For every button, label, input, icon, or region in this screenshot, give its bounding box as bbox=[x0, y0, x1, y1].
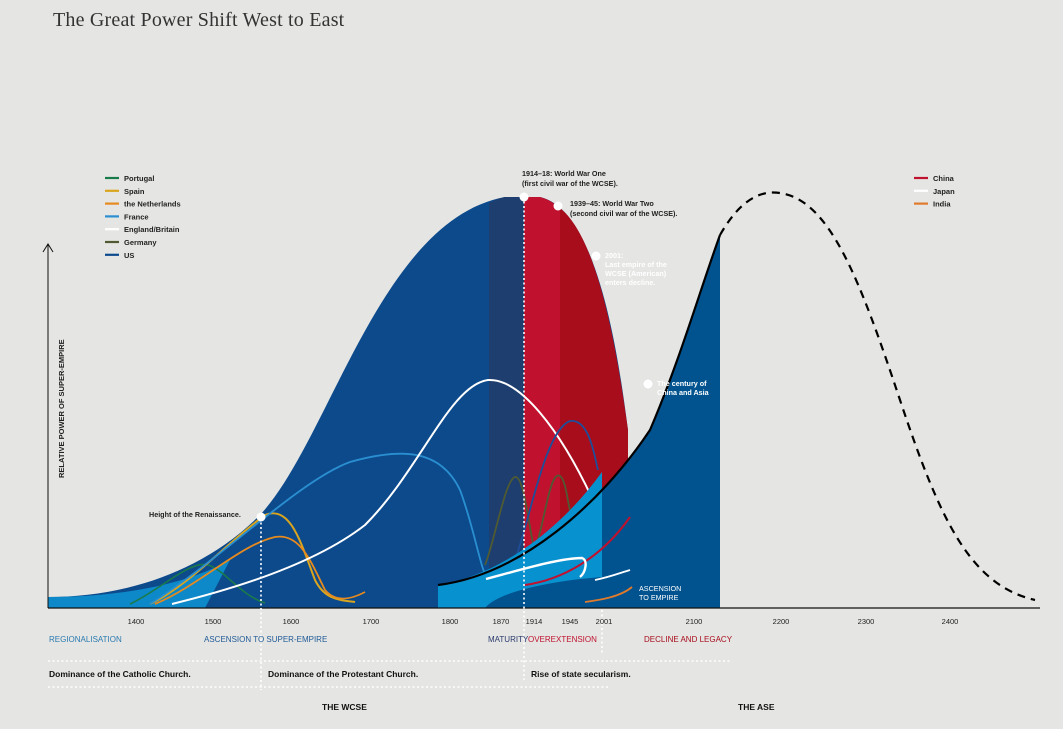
x-tick-label: 1914 bbox=[526, 617, 543, 626]
x-tick-label: 1400 bbox=[128, 617, 145, 626]
chart-title: The Great Power Shift West to East bbox=[53, 9, 345, 31]
ase-curve-solid bbox=[437, 234, 722, 587]
ann-ascension-1: ASCENSION bbox=[639, 584, 681, 593]
x-tick-label: 1500 bbox=[205, 617, 222, 626]
ann-ww2-2: (second civil war of the WCSE). bbox=[570, 209, 677, 218]
line-spain bbox=[149, 512, 356, 605]
x-tick-label: 1945 bbox=[562, 617, 579, 626]
ann-2001-1: 2001: bbox=[605, 251, 623, 260]
marker-2001 bbox=[591, 251, 601, 261]
y-axis-arrow bbox=[42, 243, 54, 253]
marker-renaissance bbox=[256, 512, 266, 522]
era-protestant: Dominance of the Protestant Church. bbox=[268, 669, 418, 679]
phase-maturity: MATURITY bbox=[488, 635, 529, 644]
line-us bbox=[514, 420, 599, 561]
line-britain bbox=[171, 378, 593, 605]
ann-renaissance: Height of the Renaissance. bbox=[149, 510, 241, 519]
legend-label: France bbox=[124, 212, 149, 221]
legend-label: China bbox=[933, 174, 955, 183]
maturity-band bbox=[489, 197, 524, 608]
legend-west: Portugal Spain the Netherlands France Englan… bbox=[105, 174, 181, 260]
legend-east: China Japan India bbox=[914, 174, 955, 209]
regionalisation-area bbox=[48, 560, 230, 608]
wcse-area bbox=[48, 197, 628, 608]
marker-century bbox=[643, 379, 653, 389]
line-china bbox=[524, 516, 631, 586]
ann-ww1-1: 1914–18: World War One bbox=[522, 169, 606, 178]
marker-1914 bbox=[519, 192, 529, 202]
overextension-area bbox=[524, 197, 560, 608]
x-tick-label: 2200 bbox=[773, 617, 790, 626]
legend-label: England/Britain bbox=[124, 225, 180, 234]
phase-regionalisation: REGIONALISATION bbox=[49, 635, 122, 644]
line-netherlands bbox=[154, 535, 366, 605]
line-japan bbox=[485, 556, 587, 581]
x-tick-labels: 1400 1500 1600 1700 1800 1870 1914 1945 2001 2100… bbox=[128, 617, 959, 626]
phase-ascension: ASCENSION TO SUPER-EMPIRE bbox=[204, 635, 327, 644]
ann-2001-2: Last empire of the bbox=[605, 260, 667, 269]
ase-area bbox=[438, 235, 720, 608]
y-axis-label: RELATIVE POWER OF SUPER-EMPIRE bbox=[57, 339, 66, 478]
ann-century-2: China and Asia bbox=[657, 388, 710, 397]
ann-2001-3: WCSE (American) bbox=[605, 269, 667, 278]
ann-ascension-2: TO EMPIRE bbox=[639, 593, 679, 602]
line-japan-2 bbox=[594, 569, 631, 581]
line-france bbox=[149, 452, 491, 605]
legend-label: US bbox=[124, 251, 134, 260]
x-tick-label: 1600 bbox=[283, 617, 300, 626]
ann-ww2-1: 1939–45: World War Two bbox=[570, 199, 654, 208]
line-india bbox=[584, 586, 633, 603]
legend-label: Japan bbox=[933, 187, 955, 196]
phase-overextension: OVEREXTENSION bbox=[528, 635, 597, 644]
x-tick-label: 2300 bbox=[858, 617, 875, 626]
phase-decline: DECLINE AND LEGACY bbox=[644, 635, 733, 644]
era-catholic: Dominance of the Catholic Church. bbox=[49, 669, 191, 679]
section-wcse: THE WCSE bbox=[322, 702, 367, 712]
marker-1945 bbox=[553, 201, 563, 211]
x-tick-label: 1800 bbox=[442, 617, 459, 626]
ann-2001-4: enters decline. bbox=[605, 278, 655, 287]
x-tick-label: 1700 bbox=[363, 617, 380, 626]
era-secular: Rise of state secularism. bbox=[531, 669, 631, 679]
ase-curve-dashed bbox=[719, 191, 1036, 602]
legend-label: the Netherlands bbox=[124, 200, 181, 209]
legend-label: India bbox=[933, 200, 951, 209]
x-tick-label: 1870 bbox=[493, 617, 510, 626]
line-portugal bbox=[129, 563, 266, 605]
legend-label: Portugal bbox=[124, 174, 154, 183]
ann-century-1: The century of bbox=[657, 379, 707, 388]
legend-label: Germany bbox=[124, 238, 157, 247]
x-tick-label: 2400 bbox=[942, 617, 959, 626]
section-ase: THE ASE bbox=[738, 702, 775, 712]
x-tick-label: 2001 bbox=[596, 617, 613, 626]
x-tick-label: 2100 bbox=[686, 617, 703, 626]
ann-ww1-2: (first civil war of the WCSE). bbox=[522, 179, 618, 188]
legend-label: Spain bbox=[124, 187, 145, 196]
